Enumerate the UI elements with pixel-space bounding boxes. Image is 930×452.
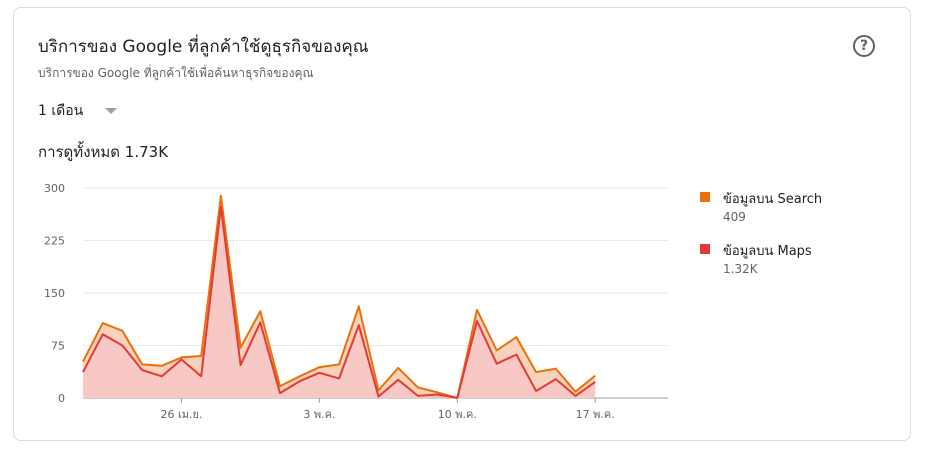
y-tick-label: 225 <box>44 235 65 248</box>
legend-value-search: 409 <box>723 210 746 224</box>
period-dropdown[interactable]: 1 เดือน <box>38 100 118 122</box>
chevron-down-icon <box>105 108 118 114</box>
y-tick-label: 300 <box>44 182 65 195</box>
legend-swatch-maps <box>700 244 710 254</box>
period-selected-value: 1 เดือน <box>38 103 84 119</box>
x-tick-label: 17 พ.ค. <box>576 408 615 421</box>
search-area <box>83 195 596 398</box>
y-tick-label: 150 <box>44 287 65 300</box>
x-tick-label: 10 พ.ค. <box>438 408 477 421</box>
legend-label-maps: ข้อมูลบน Maps <box>723 244 812 259</box>
legend-label-search: ข้อมูลบน Search <box>723 192 823 207</box>
x-tick-label: 26 เม.ย. <box>161 408 203 421</box>
total-views: การดูทั้งหมด 1.73K <box>38 143 169 161</box>
card-subtitle: บริการของ Google ที่ลูกค้าใช้เพื่อค้นหาธ… <box>38 66 314 80</box>
help-icon[interactable]: ? <box>853 35 875 57</box>
y-tick-label: 0 <box>58 392 65 405</box>
maps-area <box>83 206 596 398</box>
maps-line <box>82 205 596 399</box>
x-tick-label: 3 พ.ค. <box>303 408 335 421</box>
legend-value-maps: 1.32K <box>723 262 758 276</box>
card-title: บริการของ Google ที่ลูกค้าใช้ดูธุรกิจของ… <box>38 37 369 57</box>
search-line <box>82 194 596 399</box>
y-tick-label: 75 <box>51 340 65 353</box>
legend-swatch-search <box>700 192 710 202</box>
